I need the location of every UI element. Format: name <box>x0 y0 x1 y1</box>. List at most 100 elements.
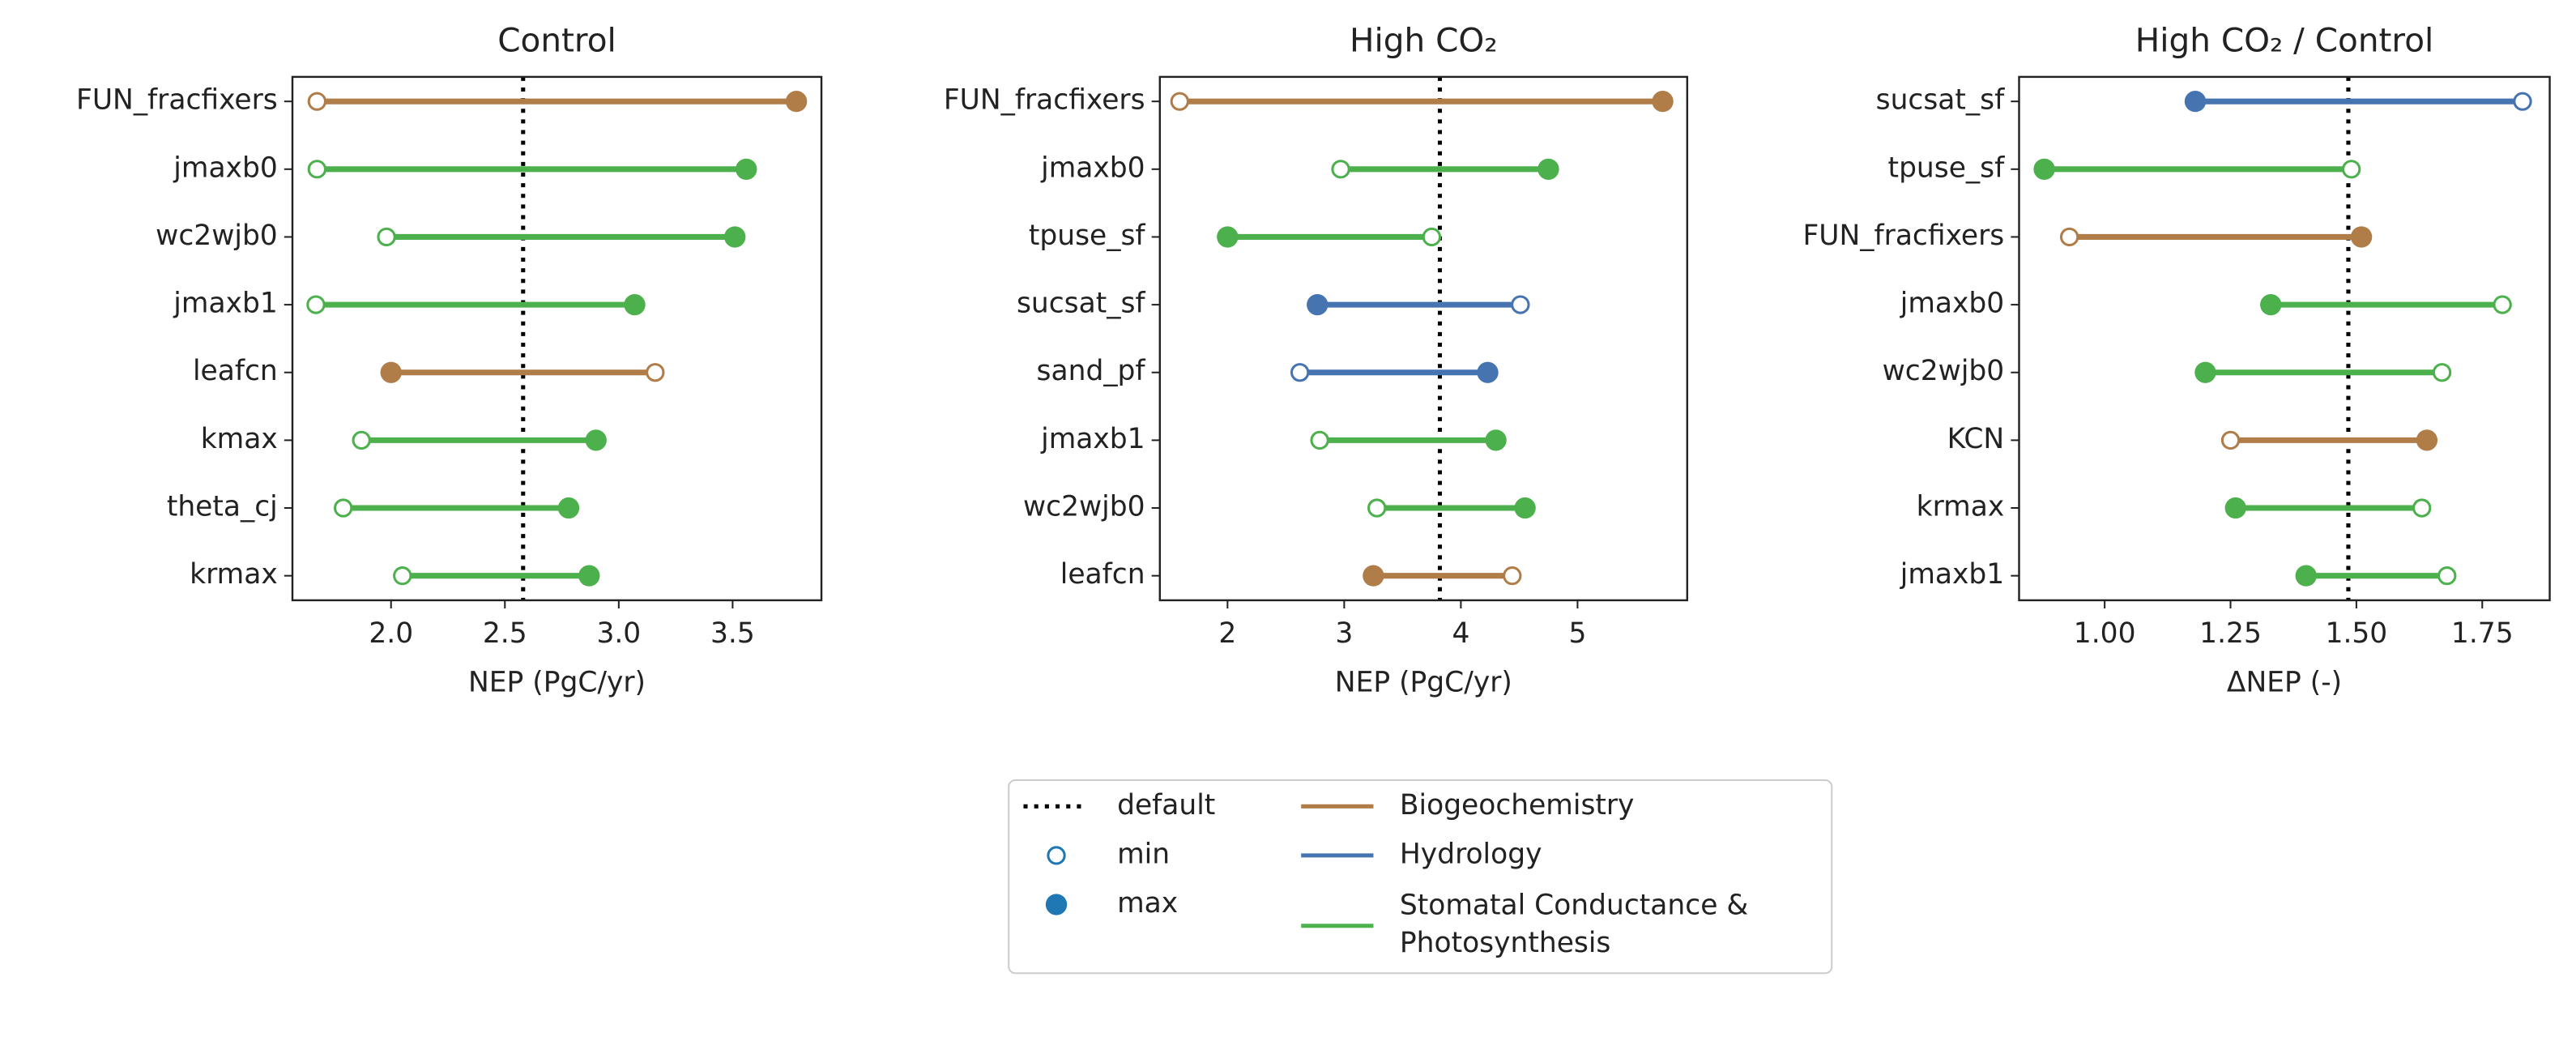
max-marker <box>1652 91 1674 113</box>
panel-title: Control <box>497 21 616 60</box>
plot-frame <box>291 75 823 602</box>
min-marker <box>2059 227 2079 247</box>
y-tick-label: tpuse_sf <box>1888 151 2006 184</box>
x-axis-label: NEP (PgC/yr) <box>1335 666 1512 698</box>
y-tick-label: jmaxb1 <box>1900 558 2004 591</box>
y-tick-label: sucsat_sf <box>1017 288 1146 320</box>
max-marker <box>578 565 600 587</box>
min-marker <box>2437 566 2457 586</box>
min-marker <box>2432 363 2452 382</box>
min-marker <box>1511 295 1530 314</box>
y-tick-label: KCN <box>1947 423 2005 455</box>
x-tick-label: 4 <box>1452 617 1469 650</box>
max-marker <box>585 429 607 451</box>
max-marker <box>1514 497 1536 519</box>
x-axis-label: ΔNEP (-) <box>2227 666 2342 698</box>
max-marker <box>2184 91 2207 113</box>
x-tick-label: 1.50 <box>2326 617 2388 650</box>
legend-label: Hydrology <box>1400 838 1542 870</box>
x-tick-label: 3 <box>1335 617 1353 650</box>
min-marker <box>393 566 412 586</box>
min-marker <box>2493 295 2512 314</box>
min-marker <box>334 498 353 518</box>
y-tick-label: sucsat_sf <box>1876 84 2006 117</box>
y-tick-label: wc2wjb0 <box>1883 355 2005 387</box>
y-tick-label: krmax <box>190 558 278 591</box>
min-marker <box>1331 160 1350 179</box>
x-tick-label: 2.0 <box>369 617 413 650</box>
max-marker <box>380 361 402 383</box>
x-tick-label: 2.5 <box>483 617 527 650</box>
panel-title: High CO₂ <box>1350 21 1498 60</box>
min-marker <box>1170 92 1189 111</box>
max-marker <box>1217 226 1239 248</box>
y-tick-label: sand_pf <box>1037 355 1146 387</box>
legend-min-marker <box>1047 846 1066 865</box>
max-marker <box>624 293 646 316</box>
y-tick-label: jmaxb0 <box>1040 151 1145 184</box>
y-tick-label: FUN_fracfixers <box>1803 220 2005 252</box>
plot-frame <box>2018 75 2551 602</box>
max-marker <box>2260 293 2282 316</box>
max-marker <box>1477 361 1499 383</box>
max-marker <box>2295 565 2317 587</box>
y-tick-label: kmax <box>201 423 278 455</box>
y-tick-label: theta_cj <box>167 491 278 523</box>
y-tick-label: jmaxb0 <box>1900 288 2004 320</box>
legend-label: Stomatal Conductance & Photosynthesis <box>1400 889 1748 958</box>
max-marker <box>1307 293 1329 316</box>
x-tick-label: 5 <box>1568 617 1586 650</box>
max-marker <box>724 226 746 248</box>
y-tick-label: jmaxb0 <box>173 151 277 184</box>
x-tick-label: 1.75 <box>2451 617 2514 650</box>
y-tick-label: tpuse_sf <box>1029 220 1146 252</box>
min-marker <box>352 430 371 450</box>
min-marker <box>1503 566 1522 586</box>
y-tick-label: leafcn <box>1060 558 1145 591</box>
y-tick-label: jmaxb1 <box>1040 423 1145 455</box>
legend-max-marker <box>1045 894 1068 915</box>
min-marker <box>646 363 665 382</box>
y-tick-label: leafcn <box>193 355 278 387</box>
max-marker <box>2350 226 2373 248</box>
max-marker <box>1485 429 1507 451</box>
min-marker <box>2220 430 2241 450</box>
x-tick-label: 1.00 <box>2074 617 2136 650</box>
plot-frame <box>1158 75 1689 602</box>
max-marker <box>557 497 580 519</box>
min-marker <box>1310 430 1329 450</box>
max-marker <box>2194 361 2216 383</box>
min-marker <box>2412 498 2432 518</box>
x-tick-label: 3.0 <box>596 617 641 650</box>
max-marker <box>1363 565 1384 587</box>
max-marker <box>2224 497 2246 519</box>
min-marker <box>1422 227 1442 247</box>
panel-title: High CO₂ / Control <box>2135 21 2434 60</box>
legend-label: default <box>1117 789 1215 821</box>
min-marker <box>1290 363 1310 382</box>
max-marker <box>2033 158 2055 180</box>
legend-label: max <box>1117 887 1178 920</box>
min-marker <box>307 92 327 111</box>
x-axis-label: NEP (PgC/yr) <box>468 666 646 698</box>
legend-label: min <box>1117 838 1170 870</box>
min-marker <box>2513 92 2532 111</box>
max-marker <box>2416 429 2438 451</box>
x-tick-label: 2 <box>1218 617 1236 650</box>
min-marker <box>1367 498 1387 518</box>
min-marker <box>307 160 327 179</box>
legend-box <box>1008 779 1833 975</box>
max-marker <box>1537 158 1559 180</box>
min-marker <box>2342 160 2361 179</box>
x-tick-label: 3.5 <box>710 617 755 650</box>
min-marker <box>306 295 326 314</box>
min-marker <box>377 227 396 247</box>
y-tick-label: krmax <box>1917 491 2005 523</box>
y-tick-label: wc2wjb0 <box>156 220 278 252</box>
max-marker <box>736 158 757 180</box>
x-tick-label: 1.25 <box>2199 617 2262 650</box>
y-tick-label: FUN_fracfixers <box>944 84 1145 117</box>
y-tick-label: FUN_fracfixers <box>76 84 278 117</box>
